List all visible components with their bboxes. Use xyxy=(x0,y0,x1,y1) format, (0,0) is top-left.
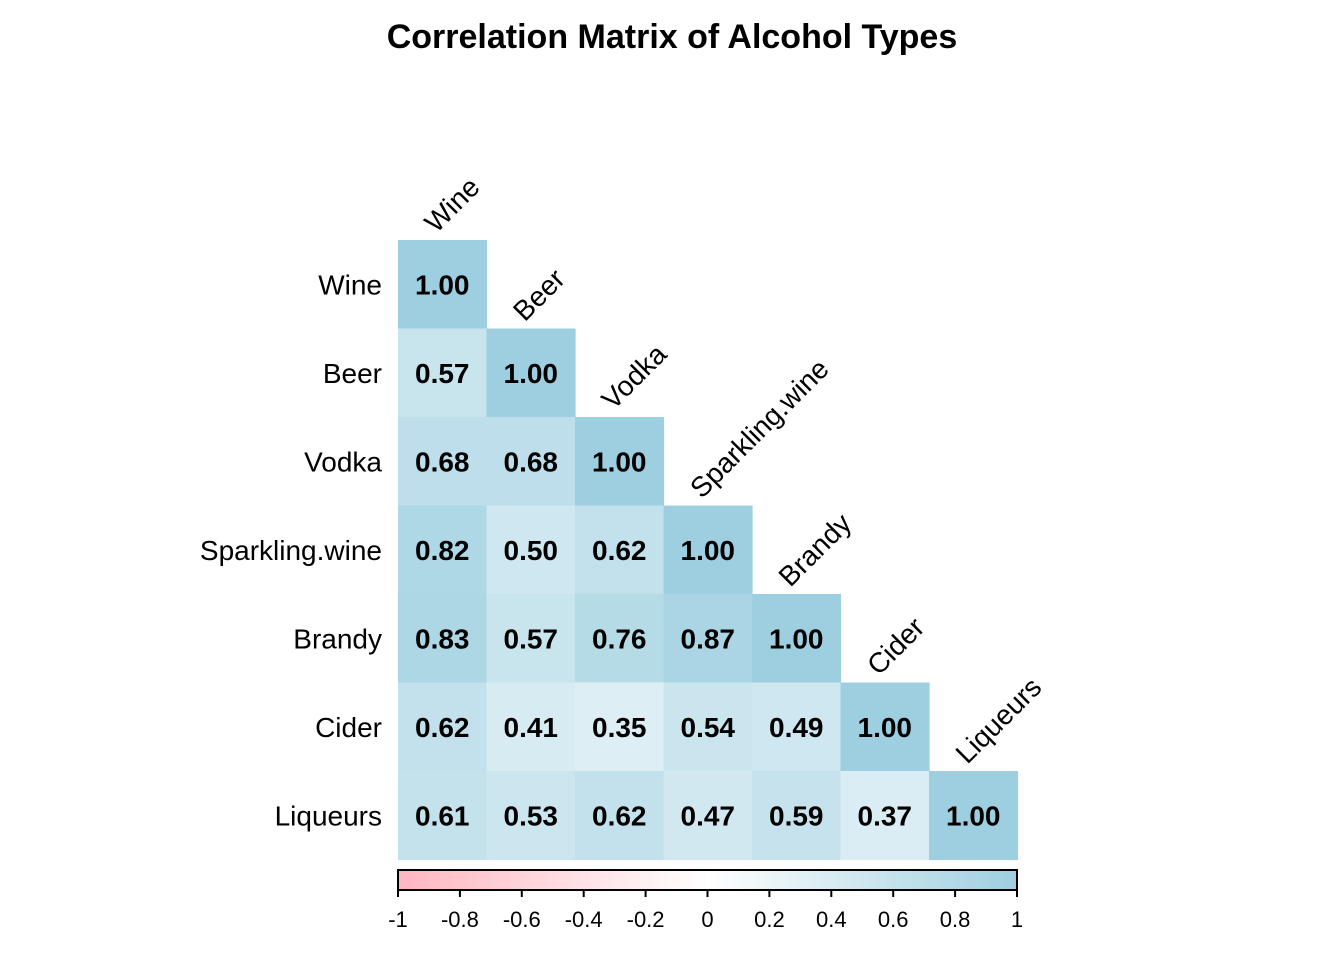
colorbar-gradient xyxy=(397,869,1018,891)
row-label: Cider xyxy=(315,712,382,743)
cell-value-label: 0.76 xyxy=(592,623,647,654)
column-label: Sparkling.wine xyxy=(684,353,835,504)
cell-value-label: 0.54 xyxy=(681,712,736,743)
cell-Cider-Wine xyxy=(398,682,488,772)
colorbar-tick-label: -0.8 xyxy=(441,907,479,932)
row-label: Sparkling.wine xyxy=(200,535,382,566)
cell-value-label: 0.49 xyxy=(769,712,824,743)
cell-value-label: 1.00 xyxy=(946,800,1001,831)
cell-Liqueurs-Liqueurs xyxy=(929,771,1019,861)
colorbar-tick-label: 0 xyxy=(701,907,713,932)
cell-value-label: 0.53 xyxy=(504,800,559,831)
cell-Sparkling.wine-Vodka xyxy=(575,505,665,595)
colorbar: -1 -0.8 -0.6 -0.4 -0.2 0 0.2 0.4 0.6 0.8 1 xyxy=(388,869,1023,932)
column-label: Brandy xyxy=(773,508,858,593)
cell-Brandy-Brandy xyxy=(752,594,842,684)
colorbar-tick-label: -0.4 xyxy=(565,907,603,932)
cell-Vodka-Vodka xyxy=(575,417,665,507)
cell-Wine-Wine xyxy=(398,240,488,330)
cell-Brandy-Wine xyxy=(398,594,488,684)
cell-value-label: 1.00 xyxy=(681,535,736,566)
cell-value-label: 1.00 xyxy=(504,358,559,389)
cell-Cider-Sparkling.wine xyxy=(663,682,753,772)
cell-value-label: 1.00 xyxy=(592,446,647,477)
cell-Cider-Cider xyxy=(840,682,930,772)
column-label: Vodka xyxy=(596,338,673,415)
colorbar-tick-label: 0.8 xyxy=(940,907,971,932)
colorbar-tick-label: 0.4 xyxy=(816,907,847,932)
cell-Cider-Brandy xyxy=(752,682,842,772)
column-label: Cider xyxy=(861,612,930,681)
cell-value-label: 0.83 xyxy=(415,623,470,654)
cell-value-label: 1.00 xyxy=(415,269,470,300)
colorbar-tick-label: 1 xyxy=(1011,907,1023,932)
cell-Beer-Wine xyxy=(398,328,488,418)
row-label: Wine xyxy=(318,269,382,300)
row-label: Vodka xyxy=(304,446,382,477)
colorbar-tick-label: 0.6 xyxy=(878,907,909,932)
cell-value-label: 0.62 xyxy=(592,800,647,831)
cell-value-label: 0.57 xyxy=(504,623,559,654)
chart-title: Correlation Matrix of Alcohol Types xyxy=(386,18,958,56)
row-label: Beer xyxy=(323,358,382,389)
colorbar-tick-label: -1 xyxy=(388,907,408,932)
cell-Sparkling.wine-Beer xyxy=(486,505,576,595)
cell-value-label: 0.37 xyxy=(858,800,913,831)
cell-value-label: 0.59 xyxy=(769,800,824,831)
cell-Liqueurs-Brandy xyxy=(752,771,842,861)
cell-value-label: 0.35 xyxy=(592,712,647,743)
row-label: Liqueurs xyxy=(275,800,382,831)
column-label: Beer xyxy=(507,263,571,327)
cell-Liqueurs-Beer xyxy=(486,771,576,861)
cell-Liqueurs-Cider xyxy=(840,771,930,861)
cell-Cider-Beer xyxy=(486,682,576,772)
colorbar-tick-label: 0.2 xyxy=(754,907,785,932)
cell-Sparkling.wine-Wine xyxy=(398,505,488,595)
cell-value-label: 0.61 xyxy=(415,800,470,831)
cell-value-label: 0.62 xyxy=(415,712,470,743)
cell-Vodka-Wine xyxy=(398,417,488,507)
cell-Sparkling.wine-Sparkling.wine xyxy=(663,505,753,595)
cell-Brandy-Vodka xyxy=(575,594,665,684)
cell-Liqueurs-Wine xyxy=(398,771,488,861)
column-label: Liqueurs xyxy=(950,671,1048,769)
cell-value-label: 0.41 xyxy=(504,712,559,743)
row-label: Brandy xyxy=(293,623,382,654)
cell-Brandy-Sparkling.wine xyxy=(663,594,753,684)
cell-Brandy-Beer xyxy=(486,594,576,684)
cell-value-label: 1.00 xyxy=(769,623,824,654)
colorbar-tick-label: -0.6 xyxy=(503,907,541,932)
cell-value-label: 0.68 xyxy=(415,446,470,477)
cell-Liqueurs-Vodka xyxy=(575,771,665,861)
cells-layer: 1.00 0.57 1.00 0.68 0.68 1.00 0.82 0.50 0.62 1.00… xyxy=(398,240,1019,861)
cell-value-label: 0.50 xyxy=(504,535,559,566)
colorbar-tick-label: -0.2 xyxy=(627,907,665,932)
cell-Beer-Beer xyxy=(486,328,576,418)
cell-value-label: 0.62 xyxy=(592,535,647,566)
cell-Cider-Vodka xyxy=(575,682,665,772)
cell-value-label: 1.00 xyxy=(858,712,913,743)
cell-value-label: 0.82 xyxy=(415,535,470,566)
cell-value-label: 0.87 xyxy=(681,623,736,654)
cell-Liqueurs-Sparkling.wine xyxy=(663,771,753,861)
cell-value-label: 0.57 xyxy=(415,358,470,389)
cell-value-label: 0.68 xyxy=(504,446,559,477)
column-label: Wine xyxy=(419,171,486,238)
cell-value-label: 0.47 xyxy=(681,800,736,831)
cell-Vodka-Beer xyxy=(486,417,576,507)
